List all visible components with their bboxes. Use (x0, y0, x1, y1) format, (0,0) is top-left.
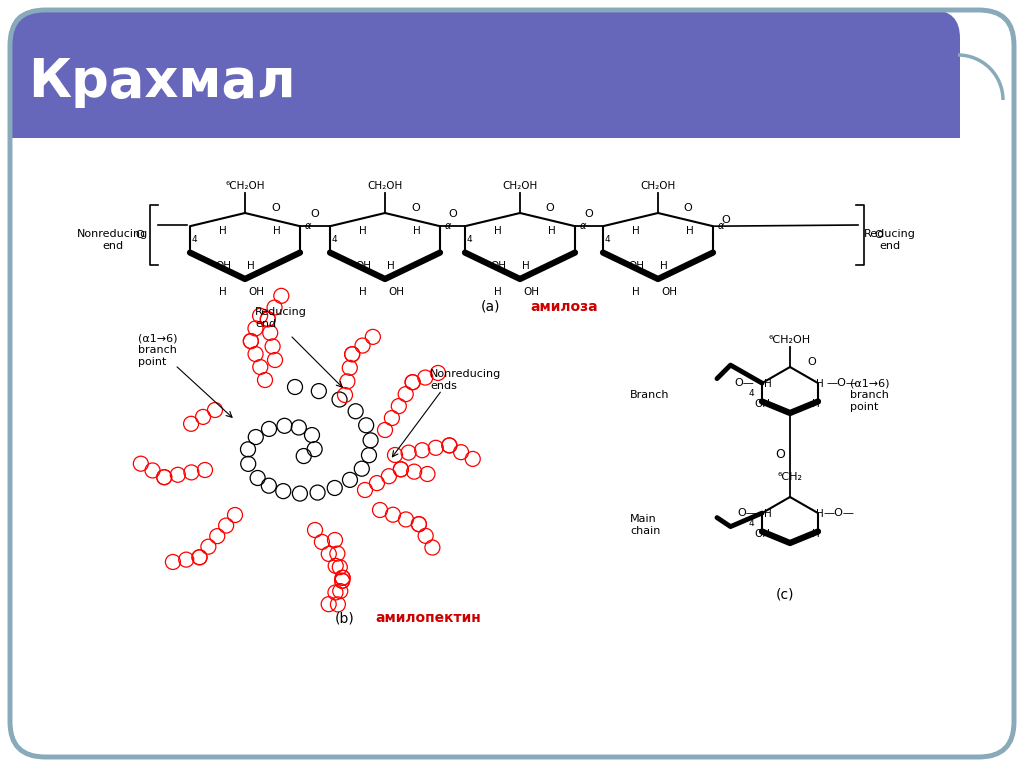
Text: (c): (c) (776, 588, 795, 602)
Text: H: H (659, 261, 668, 271)
Text: O: O (411, 203, 420, 213)
Text: O: O (135, 230, 144, 240)
Text: ⁶CH₂OH: ⁶CH₂OH (225, 181, 265, 191)
Text: O: O (808, 357, 816, 367)
Text: H: H (764, 509, 772, 519)
Text: (α1→6)
branch
point: (α1→6) branch point (138, 334, 177, 367)
Text: 4: 4 (467, 235, 473, 244)
Text: Reducing
end: Reducing end (255, 308, 307, 329)
Text: O—: O— (737, 508, 757, 518)
Text: H: H (273, 226, 281, 236)
Text: H: H (632, 287, 640, 297)
Text: —O—: —O— (826, 378, 857, 388)
Text: H: H (219, 287, 227, 297)
Text: 4: 4 (605, 235, 610, 244)
Text: Nonreducing
end: Nonreducing end (78, 229, 148, 251)
Text: O: O (722, 215, 730, 225)
Text: CH₂OH: CH₂OH (640, 181, 676, 191)
FancyBboxPatch shape (10, 10, 961, 138)
Text: OH: OH (754, 399, 770, 409)
Text: амилоза: амилоза (530, 300, 598, 314)
Text: OH: OH (628, 261, 644, 271)
Text: α: α (305, 221, 311, 231)
Text: O: O (775, 449, 785, 462)
Text: H: H (495, 226, 502, 236)
Text: H: H (816, 509, 824, 519)
Text: Branch: Branch (630, 390, 670, 400)
Text: α: α (445, 221, 452, 231)
Text: O: O (684, 203, 692, 213)
Text: (α1→6)
branch
point: (α1→6) branch point (850, 378, 890, 412)
Text: OH: OH (662, 287, 677, 297)
Text: H: H (764, 379, 772, 389)
Text: O: O (585, 209, 593, 219)
Text: 4: 4 (749, 519, 754, 528)
Text: H: H (387, 261, 394, 271)
Text: H: H (812, 399, 820, 409)
Text: CH₂OH: CH₂OH (503, 181, 538, 191)
Text: OH: OH (215, 261, 231, 271)
Text: H: H (413, 226, 421, 236)
Text: амилопектин: амилопектин (375, 611, 480, 625)
Text: H: H (686, 226, 693, 236)
Text: α: α (580, 221, 587, 231)
Text: O: O (546, 203, 555, 213)
Text: 4: 4 (749, 390, 754, 399)
Text: H: H (521, 261, 529, 271)
Text: (a): (a) (480, 300, 500, 314)
FancyBboxPatch shape (10, 10, 1014, 757)
Text: H: H (495, 287, 502, 297)
Text: 4: 4 (332, 235, 338, 244)
Text: (b): (b) (335, 611, 355, 625)
Text: O: O (874, 230, 883, 240)
Text: Крахмал: Крахмал (28, 56, 296, 108)
Text: H: H (219, 226, 227, 236)
Text: O—: O— (734, 378, 754, 388)
Text: H: H (816, 379, 824, 389)
Text: OH: OH (523, 287, 539, 297)
Text: OH: OH (490, 261, 506, 271)
Text: O: O (449, 209, 457, 219)
Text: —O—: —O— (823, 508, 854, 518)
Text: Nonreducing
ends: Nonreducing ends (430, 369, 502, 391)
Text: H: H (359, 287, 367, 297)
Text: H: H (812, 529, 820, 539)
Text: ⁶CH₂: ⁶CH₂ (777, 472, 803, 482)
Text: OH: OH (248, 287, 264, 297)
Bar (10, 80, 961, 138)
Text: H: H (632, 226, 640, 236)
Text: Main
chain: Main chain (630, 514, 660, 536)
Text: H: H (548, 226, 556, 236)
Text: O: O (310, 209, 319, 219)
Text: α: α (718, 221, 724, 231)
Text: H: H (359, 226, 367, 236)
Text: 4: 4 (193, 235, 198, 244)
Text: OH: OH (754, 529, 770, 539)
Text: OH: OH (355, 261, 371, 271)
Text: OH: OH (388, 287, 404, 297)
Text: H: H (247, 261, 254, 271)
Text: CH₂OH: CH₂OH (368, 181, 402, 191)
Text: Reducing
end: Reducing end (864, 229, 915, 251)
Text: ⁶CH₂OH: ⁶CH₂OH (769, 335, 811, 345)
Text: O: O (271, 203, 280, 213)
